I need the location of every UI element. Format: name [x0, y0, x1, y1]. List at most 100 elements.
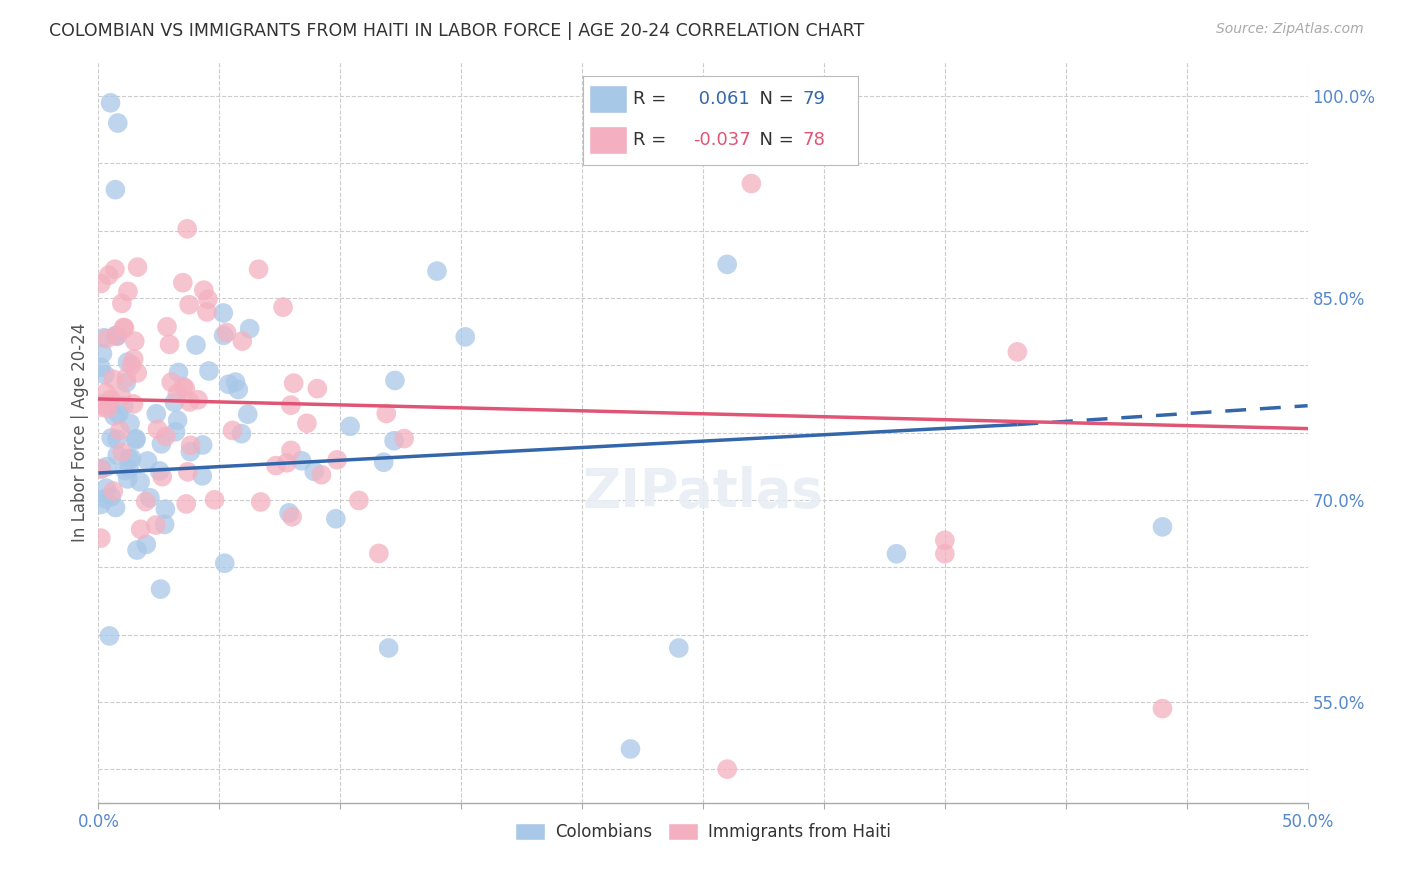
Point	[311, 467, 333, 482]
Point	[94, 491, 117, 506]
Point	[90, 360, 112, 375]
Point	[187, 392, 209, 407]
Point	[191, 469, 214, 483]
Point	[163, 395, 186, 409]
Point	[98, 629, 121, 643]
Point	[184, 338, 207, 352]
Legend: Colombians, Immigrants from Haiti: Colombians, Immigrants from Haiti	[508, 816, 898, 847]
Point	[160, 375, 183, 389]
Point	[375, 407, 398, 421]
Bar	[589, 126, 627, 154]
Point	[225, 375, 247, 389]
Point	[716, 257, 738, 271]
Point	[166, 386, 188, 401]
Point	[100, 490, 122, 504]
Point	[145, 407, 167, 421]
Point	[191, 438, 214, 452]
Text: R =: R =	[633, 131, 672, 149]
Point	[1152, 520, 1174, 534]
Point	[104, 328, 127, 343]
Point	[172, 276, 194, 290]
Point	[195, 305, 218, 319]
Point	[377, 640, 399, 655]
Point	[122, 352, 145, 367]
Point	[135, 494, 157, 508]
Point	[91, 397, 114, 411]
Point	[180, 438, 202, 452]
Point	[239, 321, 262, 335]
Point	[179, 395, 201, 409]
Point	[118, 417, 141, 431]
Point	[104, 262, 127, 277]
Y-axis label: In Labor Force | Age 20-24: In Labor Force | Age 20-24	[70, 323, 89, 542]
Point	[153, 517, 176, 532]
Point	[179, 444, 201, 458]
Point	[886, 547, 908, 561]
Point	[155, 429, 177, 443]
Point	[668, 640, 690, 655]
Point	[326, 452, 349, 467]
Point	[148, 464, 170, 478]
Point	[197, 293, 219, 307]
Point	[90, 277, 112, 291]
Point	[121, 451, 143, 466]
Text: 0.061: 0.061	[693, 90, 749, 108]
Point	[280, 398, 302, 412]
Point	[172, 379, 194, 393]
Point	[156, 319, 179, 334]
Point	[347, 493, 370, 508]
Point	[619, 742, 641, 756]
Point	[105, 448, 128, 462]
Point	[367, 546, 389, 560]
Text: -0.037: -0.037	[693, 131, 751, 149]
Point	[104, 500, 127, 515]
Point	[90, 461, 112, 475]
Point	[103, 483, 125, 498]
Point	[221, 424, 243, 438]
Point	[1007, 344, 1029, 359]
Point	[124, 334, 146, 348]
Point	[114, 464, 136, 478]
Text: COLOMBIAN VS IMMIGRANTS FROM HAITI IN LABOR FORCE | AGE 20-24 CORRELATION CHART: COLOMBIAN VS IMMIGRANTS FROM HAITI IN LA…	[49, 22, 865, 40]
Point	[96, 398, 118, 412]
Point	[278, 506, 301, 520]
Point	[174, 382, 197, 396]
Text: R =: R =	[633, 90, 672, 108]
Point	[167, 366, 190, 380]
Point	[112, 320, 135, 334]
Point	[159, 337, 181, 351]
Point	[236, 407, 259, 421]
Point	[125, 433, 148, 447]
Point	[100, 431, 122, 445]
Point	[125, 432, 148, 446]
Point	[373, 455, 395, 469]
Point	[108, 424, 131, 438]
Point	[382, 434, 405, 448]
Point	[283, 376, 305, 391]
Point	[91, 346, 114, 360]
Point	[122, 397, 145, 411]
Point	[177, 465, 200, 479]
Point	[271, 300, 294, 314]
Point	[121, 358, 143, 372]
Point	[96, 459, 118, 474]
Point	[174, 497, 197, 511]
Point	[934, 547, 956, 561]
Point	[117, 472, 139, 486]
Point	[107, 407, 129, 421]
Point	[96, 401, 118, 416]
Point	[231, 426, 253, 441]
Point	[112, 399, 135, 413]
Point	[1152, 701, 1174, 715]
Point	[307, 382, 329, 396]
Point	[136, 454, 159, 468]
Bar	[589, 85, 627, 113]
Point	[281, 509, 304, 524]
Point	[231, 334, 253, 348]
Point	[111, 296, 134, 310]
Point	[264, 458, 287, 473]
Point	[249, 495, 271, 509]
Point	[115, 376, 138, 390]
Point	[276, 456, 298, 470]
Point	[934, 533, 956, 548]
